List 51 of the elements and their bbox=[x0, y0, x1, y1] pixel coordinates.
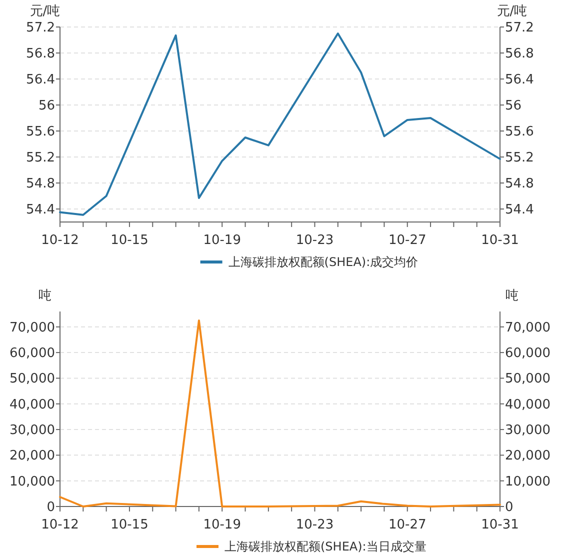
y-tick-label: 56 bbox=[38, 98, 55, 114]
y-tick-label: 55.6 bbox=[26, 124, 55, 140]
line-series bbox=[59, 32, 501, 216]
x-tick-label: 10-23 bbox=[296, 233, 334, 248]
y2-tick-label: 60,000 bbox=[505, 346, 550, 362]
x-tick-label: 10-31 bbox=[481, 233, 519, 248]
y2-tick-label: 56.4 bbox=[505, 72, 534, 88]
x-tick-label: 10-27 bbox=[388, 233, 426, 248]
y2-axis-title: 元/吨 bbox=[496, 4, 528, 19]
y-tick-label: 57.2 bbox=[26, 20, 55, 36]
legend-label: 上海碳排放权配额(SHEA):成交均价 bbox=[228, 255, 418, 269]
y2-tick-label: 50,000 bbox=[505, 372, 550, 387]
y-tick-label: 20,000 bbox=[10, 448, 55, 464]
y2-tick-label: 55.2 bbox=[505, 150, 534, 166]
x-tick-label: 10-12 bbox=[41, 233, 79, 248]
y2-tick-label: 57.2 bbox=[505, 20, 534, 36]
y2-axis-title: 吨 bbox=[506, 288, 518, 304]
y2-tick-label: 54.8 bbox=[505, 176, 534, 192]
x-tick-label: 10-31 bbox=[481, 518, 519, 532]
y-tick-label: 10,000 bbox=[10, 474, 55, 490]
y-axis-title: 吨 bbox=[38, 288, 52, 304]
x-tick-label: 10-19 bbox=[203, 518, 241, 532]
y-tick-label: 56.4 bbox=[26, 72, 55, 88]
y-tick-label: 40,000 bbox=[10, 397, 55, 412]
y2-tick-label: 30,000 bbox=[505, 423, 550, 438]
y-tick-label: 30,000 bbox=[10, 423, 55, 438]
y2-tick-label: 56.8 bbox=[505, 46, 534, 62]
x-tick-label: 10-15 bbox=[110, 233, 148, 248]
y2-tick-label: 56 bbox=[505, 98, 522, 114]
y2-tick-label: 20,000 bbox=[505, 448, 550, 464]
x-tick-label: 10-15 bbox=[110, 518, 148, 532]
y2-tick-label: 40,000 bbox=[505, 397, 550, 412]
y-tick-label: 55.2 bbox=[26, 150, 55, 166]
y2-tick-label: 10,000 bbox=[505, 474, 550, 490]
y-tick-label: 54.8 bbox=[26, 176, 55, 192]
y-axis-title: 元/吨 bbox=[30, 4, 60, 19]
x-tick-label: 10-19 bbox=[203, 233, 241, 248]
y-tick-label: 54.4 bbox=[26, 202, 55, 218]
y-tick-label: 50,000 bbox=[10, 372, 55, 387]
y2-tick-label: 0 bbox=[505, 500, 514, 515]
y-tick-label: 70,000 bbox=[10, 320, 55, 336]
y-tick-label: 0 bbox=[46, 500, 55, 515]
x-tick-label: 10-27 bbox=[388, 518, 426, 532]
y-tick-label: 56.8 bbox=[26, 46, 55, 62]
y2-tick-label: 54.4 bbox=[505, 202, 534, 218]
y-tick-label: 60,000 bbox=[10, 346, 55, 362]
legend-label: 上海碳排放权配额(SHEA):当日成交量 bbox=[224, 540, 426, 554]
y2-tick-label: 55.6 bbox=[505, 124, 534, 140]
y2-tick-label: 70,000 bbox=[505, 320, 550, 336]
x-tick-label: 10-12 bbox=[41, 518, 79, 532]
x-tick-label: 10-23 bbox=[296, 518, 334, 532]
